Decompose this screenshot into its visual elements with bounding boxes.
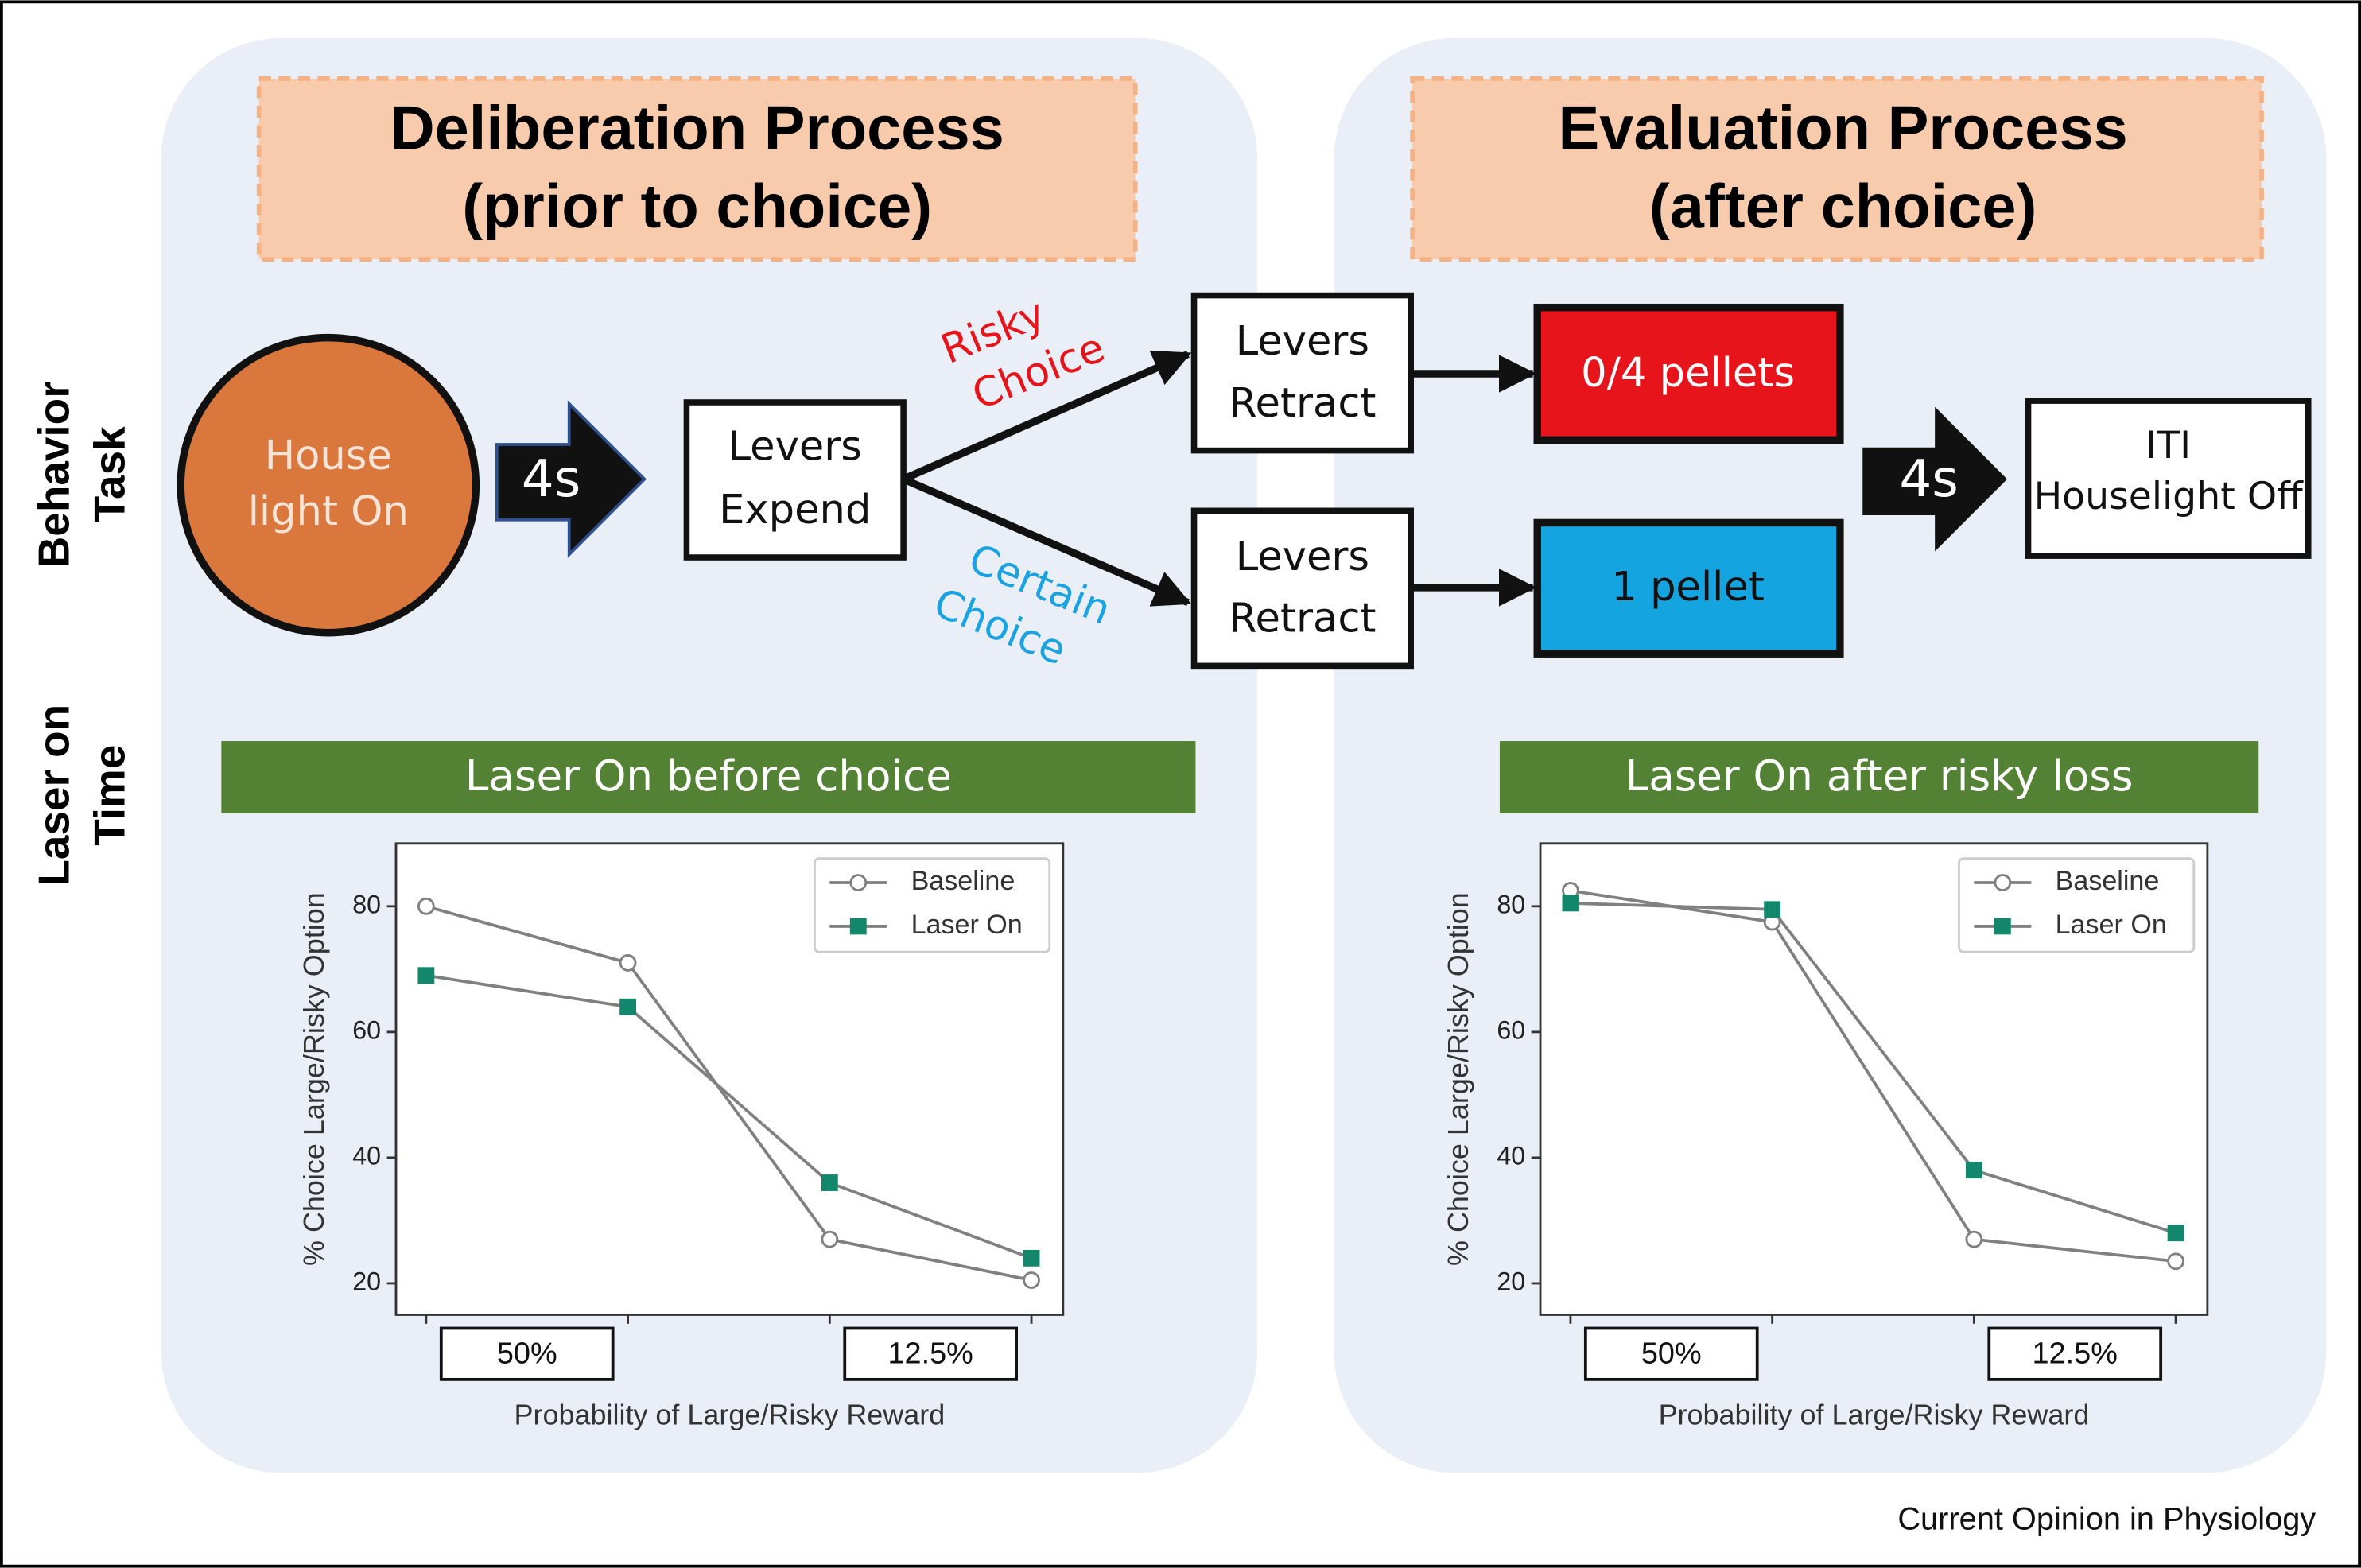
node-label: Houselight Off xyxy=(2034,475,2305,518)
footer: Current Opinion in Physiology xyxy=(1897,1501,2316,1536)
category-group-box xyxy=(439,1326,615,1381)
legend-label: Baseline xyxy=(911,866,1015,896)
chart: Laser On before choice 20 40 60 80 50% 12.5% Pr… xyxy=(221,741,1196,1431)
legend-marker xyxy=(849,918,867,935)
series-line xyxy=(425,904,1032,1282)
panel-title: (prior to choice) xyxy=(462,173,932,241)
marker xyxy=(2167,1225,2184,1242)
y-tick-label: 40 xyxy=(352,1141,381,1170)
chart: Laser On after risky loss 20 40 60 80 50% 12.5… xyxy=(1442,741,2259,1431)
block-arrow xyxy=(495,400,647,558)
row-label: Behavior xyxy=(29,381,78,568)
row-label: Task xyxy=(85,426,134,523)
legend-label: Laser On xyxy=(2056,910,2167,940)
node-label: House xyxy=(265,433,392,479)
category-group-box xyxy=(843,1326,1019,1381)
start-node xyxy=(177,333,480,637)
y-tick-label: 20 xyxy=(1497,1267,1525,1295)
node-label: Levers xyxy=(728,424,862,471)
marker xyxy=(619,954,637,972)
panel-title: Evaluation Process xyxy=(1559,95,2128,163)
node-label: Expend xyxy=(719,487,871,534)
node xyxy=(683,399,907,561)
legend-label: Laser On xyxy=(911,910,1023,940)
marker xyxy=(417,967,435,984)
x-axis-label: Probability of Large/Risky Reward xyxy=(1659,1399,2090,1431)
panel-title: (after choice) xyxy=(1649,173,2037,241)
edge xyxy=(902,350,1192,483)
y-tick-label: 20 xyxy=(352,1267,381,1295)
category-group-label: 50% xyxy=(1641,1337,1702,1371)
y-tick-label: 40 xyxy=(1497,1141,1525,1170)
node-label: light On xyxy=(248,488,409,535)
marker xyxy=(1562,895,1579,912)
y-tick-label: 80 xyxy=(1497,890,1525,918)
outcome-node xyxy=(1533,303,1844,444)
marker xyxy=(1764,901,1781,918)
arrow-label: 4s xyxy=(522,449,581,509)
row-label: Time xyxy=(85,745,134,846)
node-label: Levers xyxy=(1236,318,1369,365)
marker xyxy=(1965,1230,1983,1248)
chart-title: Laser On after risky loss xyxy=(1625,751,2134,801)
legend-marker xyxy=(849,874,868,891)
node xyxy=(1190,507,1414,670)
chart-title: Laser On before choice xyxy=(465,751,952,801)
node xyxy=(2025,398,2312,559)
marker xyxy=(821,1230,839,1248)
y-tick-label: 60 xyxy=(352,1015,381,1044)
category-group-label: 50% xyxy=(497,1337,557,1371)
y-tick-label: 80 xyxy=(352,890,381,918)
charts: Laser On before choice 20 40 60 80 50% 12.5% Pr… xyxy=(221,741,2259,1431)
title-banner xyxy=(1499,741,2259,813)
series-line xyxy=(425,973,1032,1260)
marker xyxy=(417,897,435,915)
panel-header xyxy=(1410,76,2264,262)
node xyxy=(1190,292,1414,454)
node-label: Retract xyxy=(1229,596,1376,642)
marker xyxy=(2167,1252,2184,1271)
row-label: Laser on xyxy=(29,704,78,887)
category-group-label: 12.5% xyxy=(888,1337,973,1371)
marker xyxy=(821,1174,838,1191)
category-group-box xyxy=(1583,1326,1759,1381)
y-tick-label: 60 xyxy=(1497,1015,1525,1044)
node-label: 1 pellet xyxy=(1611,564,1765,611)
y-axis-label: % Choice Large/Risky Option xyxy=(1442,892,1474,1266)
node-label: Levers xyxy=(1236,534,1369,580)
node-label: ITI xyxy=(2145,424,2191,468)
marker xyxy=(1023,1271,1040,1289)
x-axis-label: Probability of Large/Risky Reward xyxy=(515,1399,946,1431)
title-banner xyxy=(221,741,1196,813)
panel-header xyxy=(256,76,1138,262)
legend-label: Baseline xyxy=(2056,866,2160,896)
marker xyxy=(1023,1249,1040,1267)
series-line xyxy=(1570,901,2177,1235)
marker xyxy=(619,998,637,1015)
marker xyxy=(1965,1162,1982,1179)
legend-marker xyxy=(1994,874,2012,891)
category-group-label: 12.5% xyxy=(2033,1337,2118,1371)
node-label: Retract xyxy=(1229,380,1376,427)
y-axis-label: % Choice Large/Risky Option xyxy=(297,892,330,1266)
edge xyxy=(902,475,1192,607)
node-label: 0/4 pellets xyxy=(1581,350,1795,397)
legend-marker xyxy=(1994,918,2011,935)
outcome-node xyxy=(1533,518,1844,658)
category-group-box xyxy=(1987,1326,2163,1381)
arrow-label: 4s xyxy=(1899,449,1958,509)
panel-title: Deliberation Process xyxy=(390,95,1004,163)
